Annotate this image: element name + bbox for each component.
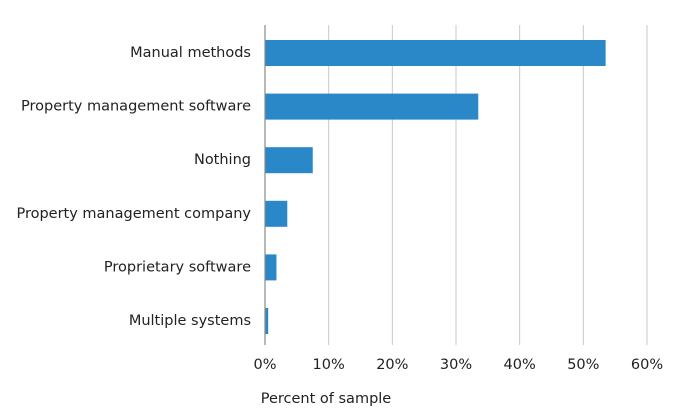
category-label: Multiple systems [129,313,251,329]
category-label: Proprietary software [104,259,251,275]
category-label: Property management company [16,206,251,222]
bar-0 [265,40,606,66]
x-tick-label: 30% [440,357,472,373]
x-tick-label: 0% [253,357,276,373]
bar-4 [265,254,277,281]
bar-5 [265,308,269,334]
category-label: Property management software [21,99,251,115]
gridlines [328,25,648,345]
x-tick-label: 20% [376,357,408,373]
category-label: Nothing [194,152,251,168]
bar-2 [265,147,313,174]
bar-3 [265,200,288,227]
x-tick-label: 40% [504,357,536,373]
bar-1 [265,93,479,120]
category-labels: Manual methods Property management softwa… [16,45,251,329]
x-tick-labels: 0% 10% 20% 30% 40% 50% 60% [253,357,663,373]
x-axis-title: Percent of sample [261,391,392,407]
x-tick-label: 10% [313,357,345,373]
x-tick-label: 60% [631,357,663,373]
bars [265,40,606,334]
category-label: Manual methods [130,45,251,61]
x-tick-label: 50% [567,357,599,373]
